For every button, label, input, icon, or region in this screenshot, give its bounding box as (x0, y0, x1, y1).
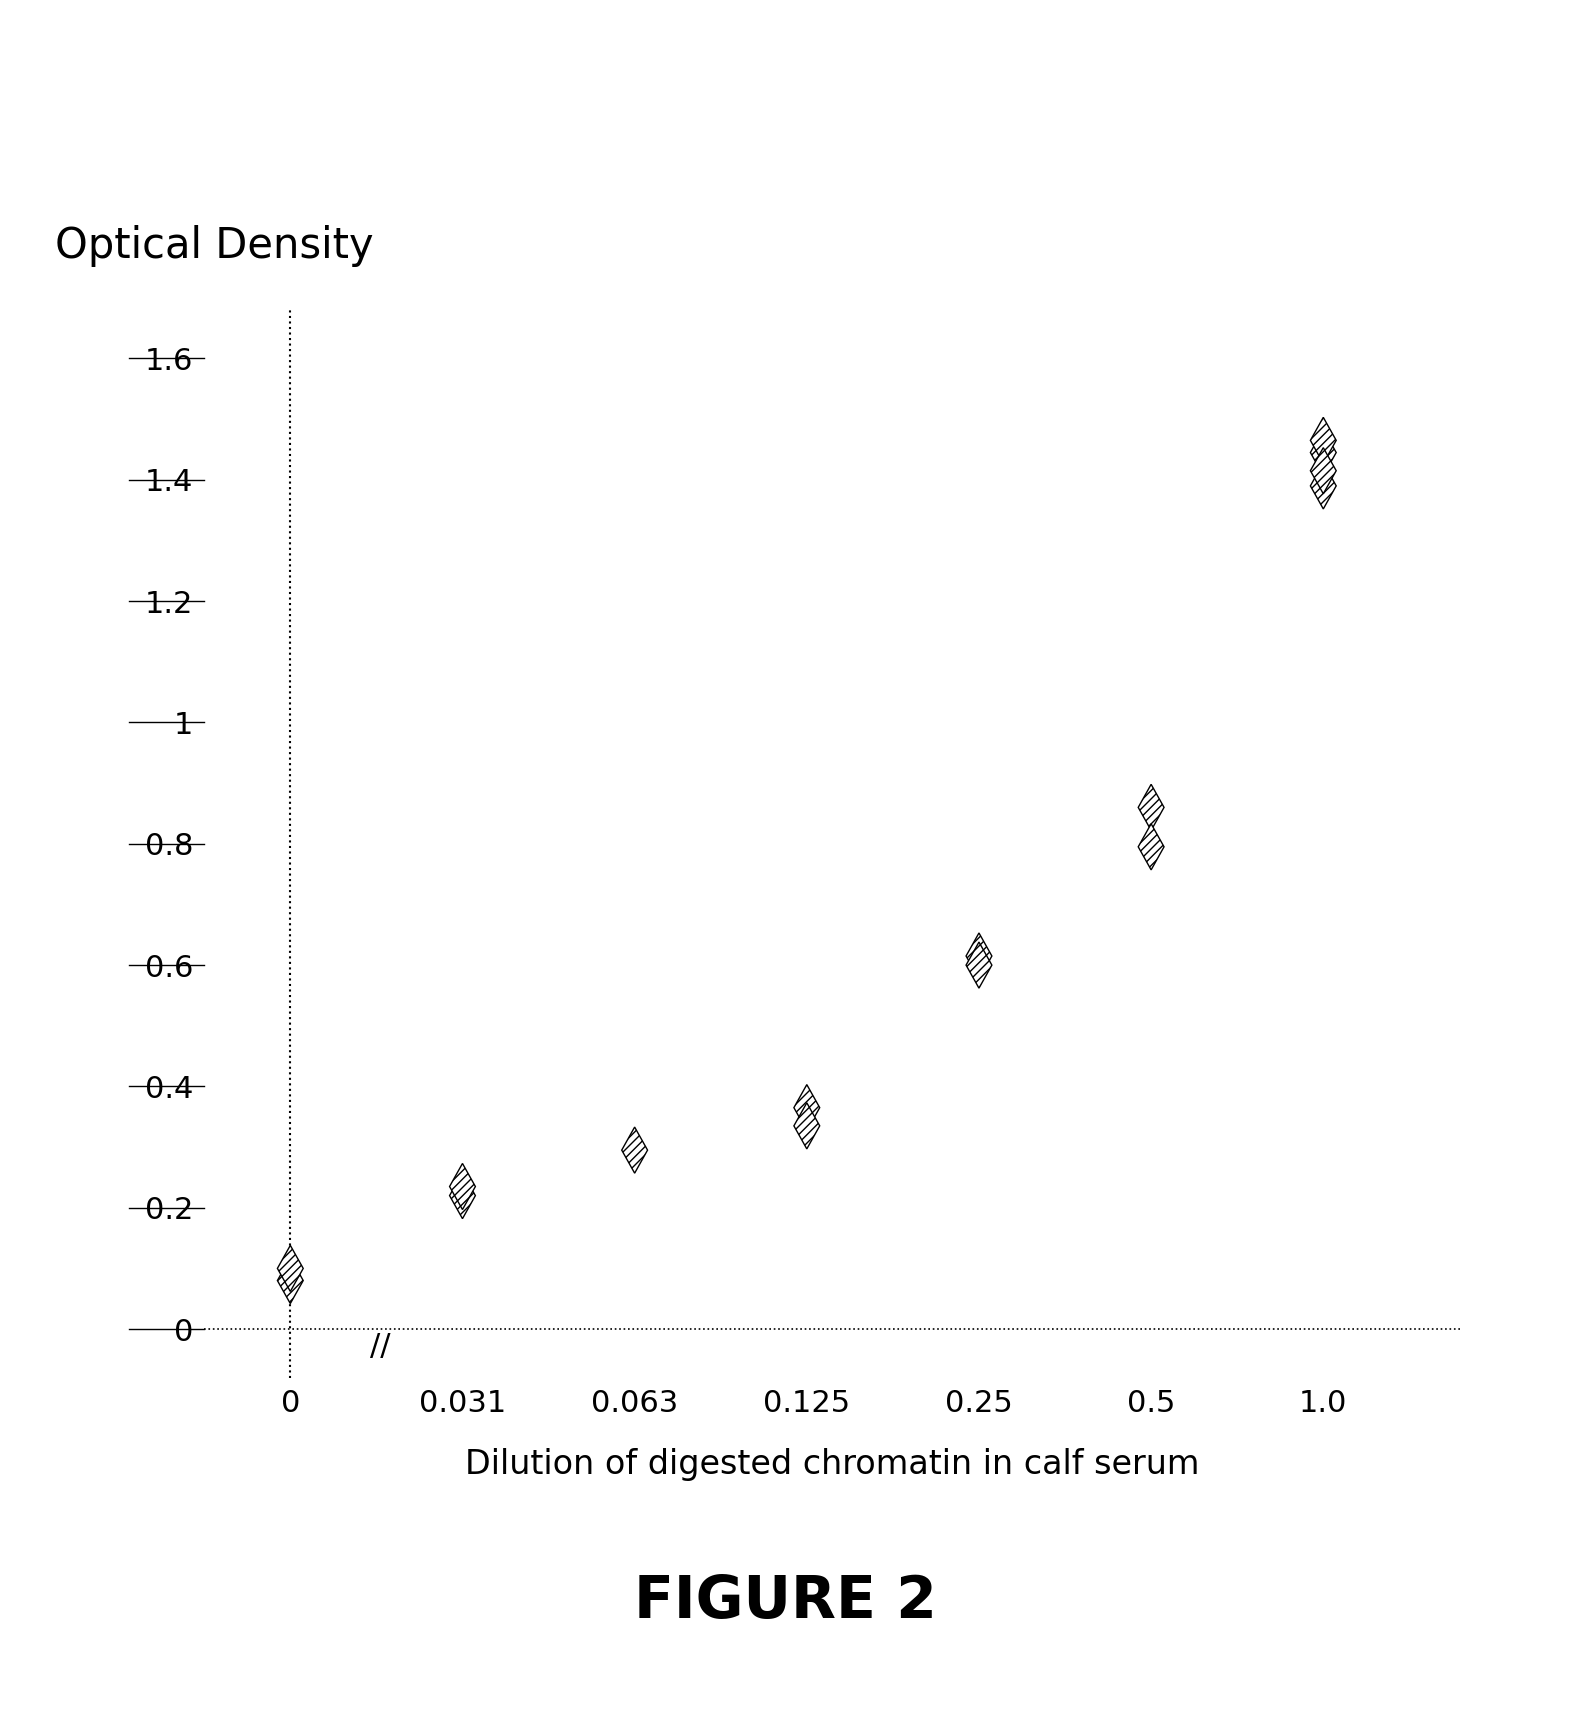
Polygon shape (966, 933, 991, 980)
Polygon shape (1139, 784, 1164, 830)
Polygon shape (449, 1173, 476, 1219)
Text: Optical Density: Optical Density (55, 226, 374, 267)
Polygon shape (278, 1245, 303, 1292)
Text: //: // (369, 1331, 390, 1360)
Text: FIGURE 2: FIGURE 2 (635, 1572, 936, 1631)
Polygon shape (793, 1085, 820, 1131)
Polygon shape (622, 1128, 647, 1173)
Polygon shape (278, 1257, 303, 1304)
Polygon shape (449, 1164, 476, 1209)
Polygon shape (1310, 417, 1337, 463)
Polygon shape (966, 942, 991, 988)
Polygon shape (1310, 429, 1337, 475)
Polygon shape (1139, 823, 1164, 870)
Polygon shape (793, 1102, 820, 1149)
Polygon shape (1310, 463, 1337, 510)
Polygon shape (1310, 448, 1337, 494)
X-axis label: Dilution of digested chromatin in calf serum: Dilution of digested chromatin in calf s… (465, 1448, 1200, 1481)
